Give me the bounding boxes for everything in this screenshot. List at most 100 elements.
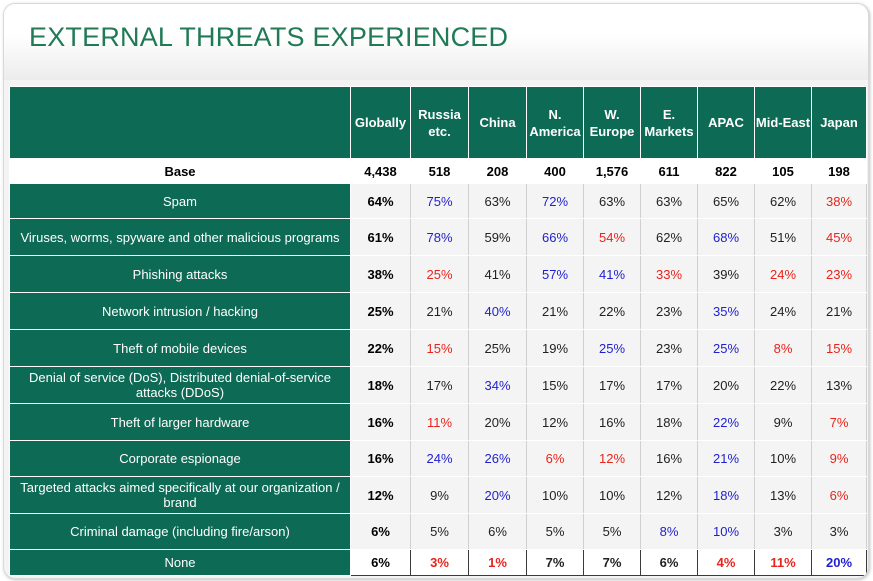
cell-value: 24%: [754, 292, 812, 330]
cell-value: 16%: [350, 440, 411, 477]
table-row: Theft of larger hardware 16% 11% 20% 12% 16% 1…: [9, 403, 867, 441]
table-row: Theft of mobile devices 22% 15% 25% 19% 25% 23…: [9, 329, 867, 367]
cell-value: 24%: [410, 440, 469, 477]
row-label: Network intrusion / hacking: [9, 292, 351, 330]
cell-value: 12%: [583, 440, 641, 477]
cell-value: 38%: [811, 183, 867, 219]
base-value: 105: [754, 158, 812, 184]
cell-value: 3%: [754, 513, 812, 550]
row-label: None: [9, 549, 351, 576]
cell-value: 25%: [468, 329, 527, 367]
cell-value: 17%: [640, 366, 698, 404]
cell-value: 25%: [350, 292, 411, 330]
cell-value: 66%: [526, 218, 584, 256]
cell-value: 4%: [697, 549, 755, 576]
row-label: Theft of larger hardware: [9, 403, 351, 441]
cell-value: 23%: [811, 255, 867, 293]
cell-value: 54%: [583, 218, 641, 256]
cell-value: 75%: [410, 183, 469, 219]
row-label: Corporate espionage: [9, 440, 351, 477]
table-row: Corporate espionage 16% 24% 26% 6% 12% 16% 21% 1…: [9, 440, 867, 477]
cell-value: 15%: [811, 329, 867, 367]
cell-value: 72%: [526, 183, 584, 219]
cell-value: 64%: [350, 183, 411, 219]
cell-value: 65%: [697, 183, 755, 219]
cell-value: 45%: [811, 218, 867, 256]
cell-value: 5%: [583, 513, 641, 550]
cell-value: 10%: [754, 440, 812, 477]
cell-value: 1%: [468, 549, 527, 576]
table-row: Network intrusion / hacking 25% 21% 40% 21% 2…: [9, 292, 867, 330]
cell-value: 26%: [468, 440, 527, 477]
cell-value: 17%: [583, 366, 641, 404]
row-label: Targeted attacks aimed specifically at o…: [9, 476, 351, 514]
base-value: 198: [811, 158, 867, 184]
cell-value: 21%: [526, 292, 584, 330]
base-value: 1,576: [583, 158, 641, 184]
table-row: Viruses, worms, spyware and other malici…: [9, 218, 867, 256]
cell-value: 22%: [754, 366, 812, 404]
cell-value: 18%: [640, 403, 698, 441]
cell-value: 39%: [697, 255, 755, 293]
cell-value: 12%: [350, 476, 411, 514]
row-label: Theft of mobile devices: [9, 329, 351, 367]
column-header: Mid-East: [754, 86, 812, 159]
cell-value: 16%: [583, 403, 641, 441]
header-row: Globally Russia etc. China N. America W. Eur…: [9, 86, 867, 159]
row-label: Denial of service (DoS), Distributed den…: [9, 366, 351, 404]
base-value: 4,438: [350, 158, 411, 184]
cell-value: 12%: [526, 403, 584, 441]
base-value: 208: [468, 158, 527, 184]
table-row: Spam 64% 75% 63% 72% 63% 63% 65% 62% 38%: [9, 183, 867, 219]
table-row: Phishing attacks 38% 25% 41% 57% 41% 33% 39% 24%…: [9, 255, 867, 293]
cell-value: 12%: [640, 476, 698, 514]
cell-value: 11%: [754, 549, 812, 576]
cell-value: 3%: [811, 513, 867, 550]
cell-value: 10%: [583, 476, 641, 514]
table-row: None 6% 3% 1% 7% 7% 6% 4% 11% 20%: [9, 549, 867, 576]
cell-value: 25%: [697, 329, 755, 367]
cell-value: 40%: [468, 292, 527, 330]
column-header: W. Europe: [583, 86, 641, 159]
cell-value: 62%: [640, 218, 698, 256]
cell-value: 3%: [410, 549, 469, 576]
cell-value: 9%: [811, 440, 867, 477]
cell-value: 8%: [754, 329, 812, 367]
column-header: Russia etc.: [410, 86, 469, 159]
cell-value: 19%: [526, 329, 584, 367]
cell-value: 61%: [350, 218, 411, 256]
cell-value: 57%: [526, 255, 584, 293]
cell-value: 63%: [640, 183, 698, 219]
cell-value: 6%: [350, 513, 411, 550]
cell-value: 21%: [811, 292, 867, 330]
cell-value: 24%: [754, 255, 812, 293]
cell-value: 62%: [754, 183, 812, 219]
cell-value: 33%: [640, 255, 698, 293]
base-value: 611: [640, 158, 698, 184]
cell-value: 10%: [697, 513, 755, 550]
cell-value: 15%: [410, 329, 469, 367]
cell-value: 16%: [640, 440, 698, 477]
cell-value: 23%: [640, 329, 698, 367]
cell-value: 22%: [583, 292, 641, 330]
table-row: Criminal damage (including fire/arson) 6%…: [9, 513, 867, 550]
column-header: Japan: [811, 86, 867, 159]
cell-value: 15%: [526, 366, 584, 404]
page-title: EXTERNAL THREATS EXPERIENCED: [29, 22, 509, 52]
base-row: Base 4,438 518 208 400 1,576 611 822 105 198: [9, 158, 867, 184]
base-value: 518: [410, 158, 469, 184]
cell-value: 51%: [754, 218, 812, 256]
column-header: China: [468, 86, 527, 159]
cell-value: 6%: [468, 513, 527, 550]
cell-value: 35%: [697, 292, 755, 330]
cell-value: 41%: [583, 255, 641, 293]
cell-value: 7%: [526, 549, 584, 576]
threats-table: Globally Russia etc. China N. America W. Eur…: [9, 86, 867, 576]
row-label: Spam: [9, 183, 351, 219]
cell-value: 13%: [811, 366, 867, 404]
cell-value: 78%: [410, 218, 469, 256]
cell-value: 22%: [350, 329, 411, 367]
slide: EXTERNAL THREATS EXPERIENCED Globally Rus…: [3, 3, 869, 579]
row-label: Criminal damage (including fire/arson): [9, 513, 351, 550]
title-band: EXTERNAL THREATS EXPERIENCED: [4, 4, 868, 80]
